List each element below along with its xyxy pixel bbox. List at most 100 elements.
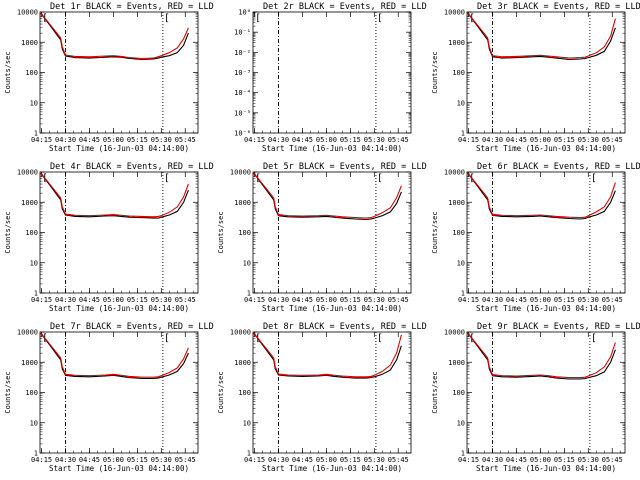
y-tick-label: 10 [457, 259, 465, 267]
y-axis-label: Counts/sec [217, 371, 225, 413]
y-tick-label: 1 [461, 290, 465, 298]
y-axis-label: Counts/sec [4, 211, 12, 253]
x-tick-label: 05:30 [364, 136, 385, 144]
chart-title: Det 7r BLACK = Events, RED = LLD [50, 322, 214, 332]
x-tick-label: 05:45 [175, 136, 196, 144]
y-tick-label: 100 [25, 229, 38, 237]
x-tick-label: 05:45 [388, 296, 409, 304]
x-tick-label: 04:15 [244, 456, 265, 464]
x-tick-label: 04:15 [244, 296, 265, 304]
x-axis-label: Start Time (16-Jun-03 04:14:00) [476, 464, 616, 473]
plot-frame [466, 171, 626, 294]
lld-series-line [40, 172, 189, 218]
chart-title: Det 9r BLACK = Events, RED = LLD [477, 322, 640, 332]
plot-frame [466, 11, 626, 134]
x-tick-label: 05:45 [388, 456, 409, 464]
x-tick-label: 04:15 [244, 136, 265, 144]
y-axis-label: Counts/sec [431, 51, 439, 93]
y-tick-label: 100 [25, 69, 38, 77]
x-axis-label: Start Time (16-Jun-03 04:14:00) [262, 304, 402, 313]
y-tick-label: 1 [34, 450, 38, 458]
x-tick-label: 04:30 [482, 136, 503, 144]
y-tick-label: 10000 [17, 9, 38, 17]
y-tick-label: 10000 [230, 169, 251, 177]
x-tick-label: 05:15 [127, 456, 148, 464]
x-tick-label: 05:15 [127, 296, 148, 304]
x-tick-label: 04:30 [55, 296, 76, 304]
y-tick-label: 1 [247, 450, 251, 458]
chart-title: Det 4r BLACK = Events, RED = LLD [50, 162, 214, 172]
x-tick-label: 05:00 [530, 136, 551, 144]
y-axis-label: Counts/sec [217, 211, 225, 253]
x-tick-label: 04:15 [458, 456, 479, 464]
y-axis-label: Counts/sec [4, 371, 12, 413]
x-tick-label: 05:30 [364, 296, 385, 304]
lld-series-line [467, 332, 616, 379]
chart-panel: Det 9r BLACK = Events, RED = LLD 1 10 100 10… [431, 322, 640, 473]
x-tick-label: 05:00 [530, 296, 551, 304]
chart-title: Det 3r BLACK = Events, RED = LLD [477, 2, 640, 12]
x-tick-label: 05:00 [316, 296, 337, 304]
chart-panel: Det 8r BLACK = Events, RED = LLD 1 10 100 10… [217, 322, 427, 473]
y-tick-label: 10 [243, 419, 251, 427]
x-tick-label: 04:30 [55, 136, 76, 144]
x-tick-label: 04:30 [268, 296, 289, 304]
y-tick-label: 100 [238, 389, 251, 397]
lld-series-line [253, 172, 402, 219]
bracket-annotation: [ [164, 173, 170, 184]
x-axis-label: Start Time (16-Jun-03 04:14:00) [262, 144, 402, 153]
lld-series-line [253, 332, 402, 378]
x-tick-label: 05:30 [578, 136, 599, 144]
y-tick-label: 1000 [448, 199, 465, 207]
y-tick-label: 1 [34, 290, 38, 298]
chart-title: Det 5r BLACK = Events, RED = LLD [263, 162, 427, 172]
x-tick-label: 04:45 [506, 296, 527, 304]
x-tick-label: 04:45 [79, 136, 100, 144]
x-tick-label: 05:15 [340, 296, 361, 304]
y-tick-label: 10 [457, 419, 465, 427]
bracket-annotation: [ [164, 13, 170, 24]
bracket-annotation: [ [591, 333, 597, 344]
plot-frame [252, 171, 412, 294]
chart-panel: Det 3r BLACK = Events, RED = LLD 1 10 100 10… [431, 2, 640, 153]
x-tick-label: 05:30 [151, 456, 172, 464]
y-tick-label: 10⁻³ [234, 69, 251, 77]
y-tick-label: 10000 [230, 329, 251, 337]
y-axis-label: Counts/sec [431, 211, 439, 253]
x-tick-label: 05:30 [151, 136, 172, 144]
bracket-annotation: [ [255, 13, 261, 24]
y-tick-label: 1 [34, 130, 38, 138]
lld-series-line [467, 12, 616, 59]
x-tick-label: 05:00 [530, 456, 551, 464]
y-tick-label: 100 [238, 229, 251, 237]
chart-title: Det 2r BLACK = Events, RED = LLD [263, 2, 427, 12]
x-axis-label: Start Time (16-Jun-03 04:14:00) [476, 144, 616, 153]
x-tick-label: 05:30 [151, 296, 172, 304]
y-tick-label: 1000 [448, 39, 465, 47]
y-tick-label: 10000 [17, 169, 38, 177]
x-tick-label: 05:15 [554, 296, 575, 304]
y-tick-label: 10 [30, 419, 38, 427]
x-tick-label: 05:00 [103, 296, 124, 304]
y-tick-label: 1 [461, 130, 465, 138]
y-tick-label: 1 [461, 450, 465, 458]
y-tick-label: 1 [247, 290, 251, 298]
y-tick-label: 1000 [234, 199, 251, 207]
y-axis-label: Counts/sec [431, 371, 439, 413]
lld-series-line [467, 172, 616, 219]
x-tick-label: 04:30 [268, 136, 289, 144]
y-tick-label: 10 [30, 259, 38, 267]
x-axis-label: Start Time (16-Jun-03 04:14:00) [476, 304, 616, 313]
x-tick-label: 04:45 [79, 456, 100, 464]
y-tick-label: 10 [30, 99, 38, 107]
bracket-annotation: [ [164, 333, 170, 344]
x-tick-label: 05:15 [554, 456, 575, 464]
bracket-annotation: [ [377, 173, 383, 184]
x-tick-label: 05:45 [602, 456, 623, 464]
y-tick-label: 1000 [21, 39, 38, 47]
x-tick-label: 04:15 [458, 296, 479, 304]
x-tick-label: 05:15 [554, 136, 575, 144]
x-tick-label: 05:45 [175, 456, 196, 464]
x-axis-label: Start Time (16-Jun-03 04:14:00) [262, 464, 402, 473]
